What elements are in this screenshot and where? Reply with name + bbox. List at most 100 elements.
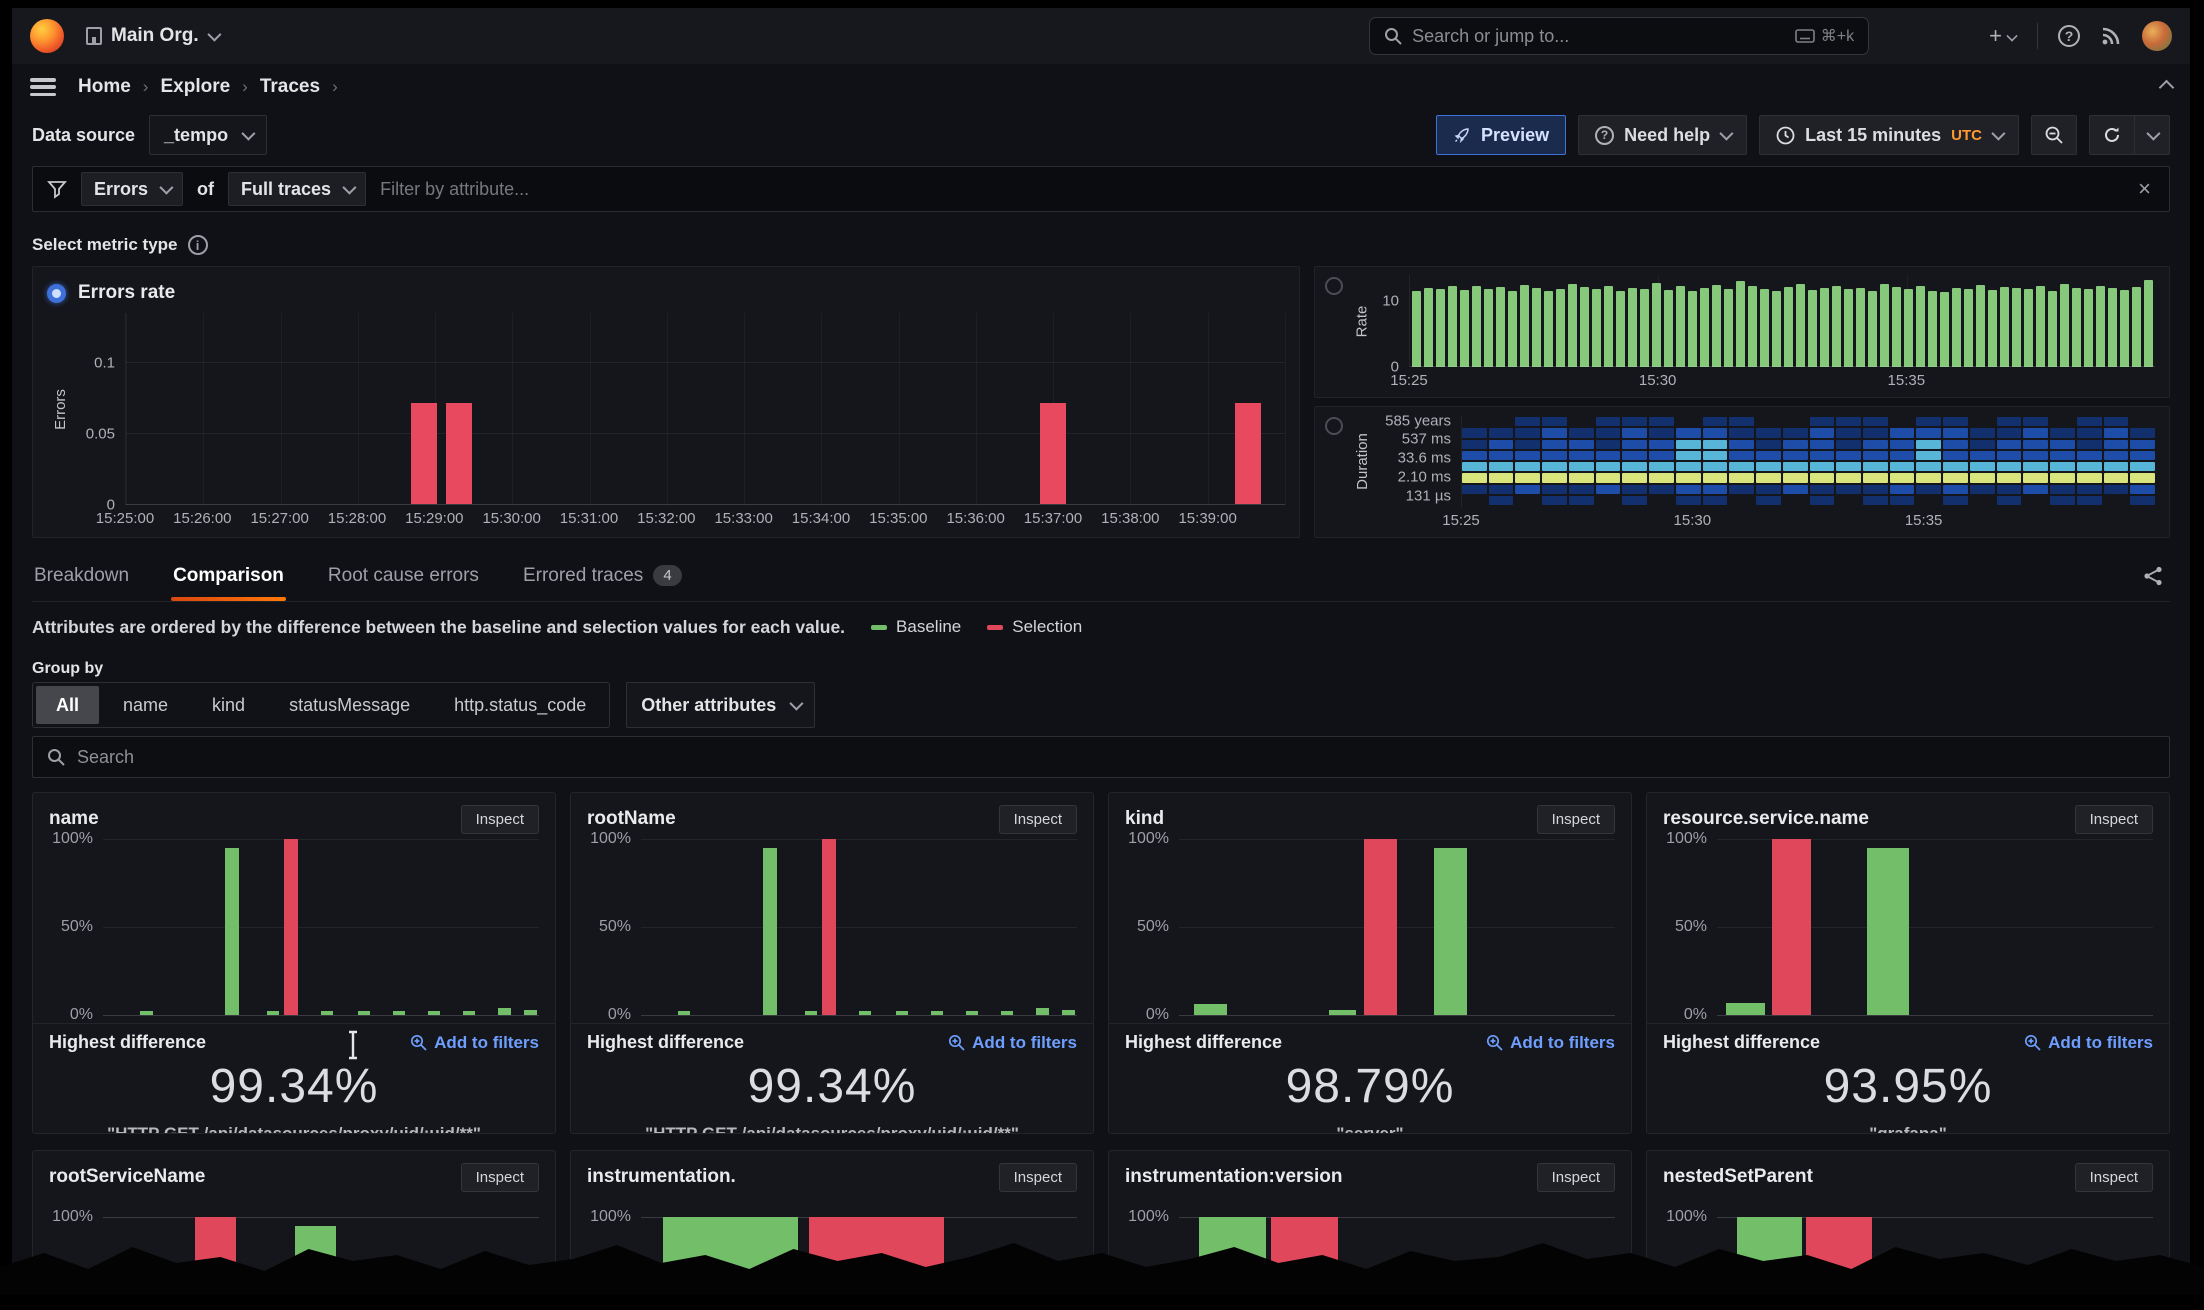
heatmap-cell <box>2050 417 2075 426</box>
need-help-button[interactable]: ? Need help <box>1578 115 1748 155</box>
heatmap-cell <box>1996 462 2022 472</box>
tab-comparison[interactable]: Comparison <box>171 550 286 601</box>
breadcrumb: Home › Explore › Traces › <box>78 76 338 98</box>
radio-unselected-icon[interactable] <box>1325 277 1343 295</box>
attribute-card: rootName Inspect 100% 50% 0% Highest diffe… <box>570 792 1094 1134</box>
heatmap-cell <box>1729 428 1755 438</box>
rate-bar <box>1784 286 1793 367</box>
inspect-button[interactable]: Inspect <box>460 804 539 834</box>
x-tick: 15:26:00 <box>173 510 232 527</box>
heatmap-cell <box>1542 439 1567 449</box>
gridline <box>126 432 1285 434</box>
inspect-button[interactable]: Inspect <box>2074 804 2153 834</box>
group-by-option-http.status_code[interactable]: http.status_code <box>454 694 587 715</box>
add-to-filters-link[interactable]: Add to filters <box>948 1033 1077 1053</box>
datasource-label: Data source <box>32 124 136 145</box>
group-by-option-name[interactable]: name <box>123 694 169 715</box>
add-menu-button[interactable]: + <box>1989 25 2018 47</box>
heatmap-cell <box>1488 484 1514 494</box>
radio-unselected-icon[interactable] <box>1325 417 1343 435</box>
tab-errored-traces[interactable]: Errored traces 4 <box>521 550 684 601</box>
inspect-button[interactable]: Inspect <box>998 1162 1077 1192</box>
filter-term-select[interactable]: Errors <box>81 172 184 206</box>
share-icon[interactable] <box>2142 565 2164 587</box>
info-icon[interactable]: i <box>187 235 208 255</box>
user-avatar[interactable] <box>2142 21 2172 51</box>
baseline-bar <box>358 1011 371 1015</box>
card-chart-plot <box>103 839 539 1016</box>
other-attributes-select[interactable]: Other attributes <box>626 682 816 728</box>
menu-toggle-icon[interactable] <box>30 78 56 96</box>
grafana-logo-icon[interactable] <box>30 19 64 53</box>
tab-breakdown[interactable]: Breakdown <box>32 550 131 601</box>
heatmap-cell <box>1996 417 2022 427</box>
news-button[interactable] <box>2100 25 2122 47</box>
heatmap-cell <box>1702 417 1728 427</box>
chevron-down-icon <box>1991 126 2006 141</box>
inspect-button[interactable]: Inspect <box>998 804 1077 834</box>
rate-bar <box>1916 286 1925 367</box>
heatmap-cell <box>1916 484 1942 494</box>
inspect-button[interactable]: Inspect <box>460 1162 539 1192</box>
radio-selected-icon[interactable] <box>47 283 66 303</box>
bottom-border <box>0 1295 2204 1310</box>
card-title: kind <box>1125 808 1165 829</box>
x-tick: 15:35:00 <box>869 510 928 527</box>
close-icon[interactable]: × <box>2138 176 2151 201</box>
org-switcher[interactable]: Main Org. <box>86 25 222 47</box>
heatmap-cell <box>2130 450 2155 460</box>
heatmap-cell <box>1568 484 1594 494</box>
group-by-option-all[interactable]: All <box>36 686 100 724</box>
refresh-interval-dropdown[interactable] <box>2135 115 2170 155</box>
filter-scope-select[interactable]: Full traces <box>228 172 367 206</box>
rate-bar <box>1448 286 1457 367</box>
collapse-chevron-up-icon[interactable] <box>2158 79 2175 95</box>
gridline <box>1207 313 1209 505</box>
refresh-button[interactable] <box>2089 115 2135 155</box>
card-y-axis: 100% 50% 0% <box>587 830 641 1023</box>
global-search[interactable]: ⌘+k <box>1369 17 1870 55</box>
keyboard-shortcut: ⌘+k <box>1794 26 1854 46</box>
zoom-out-button[interactable] <box>2031 115 2077 155</box>
add-to-filters-link[interactable]: Add to filters <box>410 1033 539 1053</box>
inspect-button[interactable]: Inspect <box>1536 804 1615 834</box>
help-button[interactable]: ? <box>2058 25 2080 47</box>
baseline-bar <box>930 1011 944 1015</box>
group-by-option-statusmessage[interactable]: statusMessage <box>289 694 411 715</box>
y-tick: 100% <box>52 830 93 847</box>
breadcrumb-item-explore[interactable]: Explore <box>160 76 231 97</box>
highest-difference-value: 99.34% <box>747 1060 917 1113</box>
add-to-filters-link[interactable]: Add to filters <box>2024 1033 2153 1053</box>
baseline-bar <box>225 847 240 1015</box>
gridline <box>1179 1217 1615 1218</box>
preview-button[interactable]: Preview <box>1436 115 1567 155</box>
inspect-button[interactable]: Inspect <box>1536 1162 1615 1192</box>
inspect-button[interactable]: Inspect <box>2074 1162 2153 1192</box>
card-title: nestedSetParent <box>1663 1166 1813 1187</box>
heatmap-cell <box>1542 473 1567 483</box>
y-tick: 585 years <box>1385 412 1451 430</box>
group-by-option-kind[interactable]: kind <box>212 694 246 715</box>
chevron-down-icon <box>241 126 256 141</box>
heatmap-cell <box>2103 450 2129 460</box>
gridline <box>103 839 539 840</box>
tab-root-cause-errors[interactable]: Root cause errors <box>326 550 481 601</box>
attribute-filter-input[interactable] <box>380 178 2121 200</box>
y-axis-title: Rate <box>1353 305 1371 337</box>
selection-bar <box>1771 839 1811 1015</box>
attribute-search-input[interactable] <box>77 746 2155 768</box>
tab-label: Root cause errors <box>327 564 479 586</box>
rate-bar <box>2000 286 2009 367</box>
add-to-filters-link[interactable]: Add to filters <box>1486 1033 1615 1053</box>
breadcrumb-item-home[interactable]: Home <box>78 76 131 97</box>
datasource-select[interactable]: _tempo <box>149 115 268 155</box>
breadcrumb-item-traces[interactable]: Traces <box>259 76 321 97</box>
rate-bar <box>2144 279 2153 367</box>
rate-bar <box>1628 287 1637 367</box>
search-input[interactable] <box>1412 25 1785 47</box>
x-tick: 15:33:00 <box>714 510 773 527</box>
heatmap-cell <box>1515 439 1541 449</box>
time-range-picker[interactable]: Last 15 minutes UTC <box>1759 115 2019 155</box>
gridline <box>1717 927 2153 928</box>
gridline <box>103 1217 539 1218</box>
